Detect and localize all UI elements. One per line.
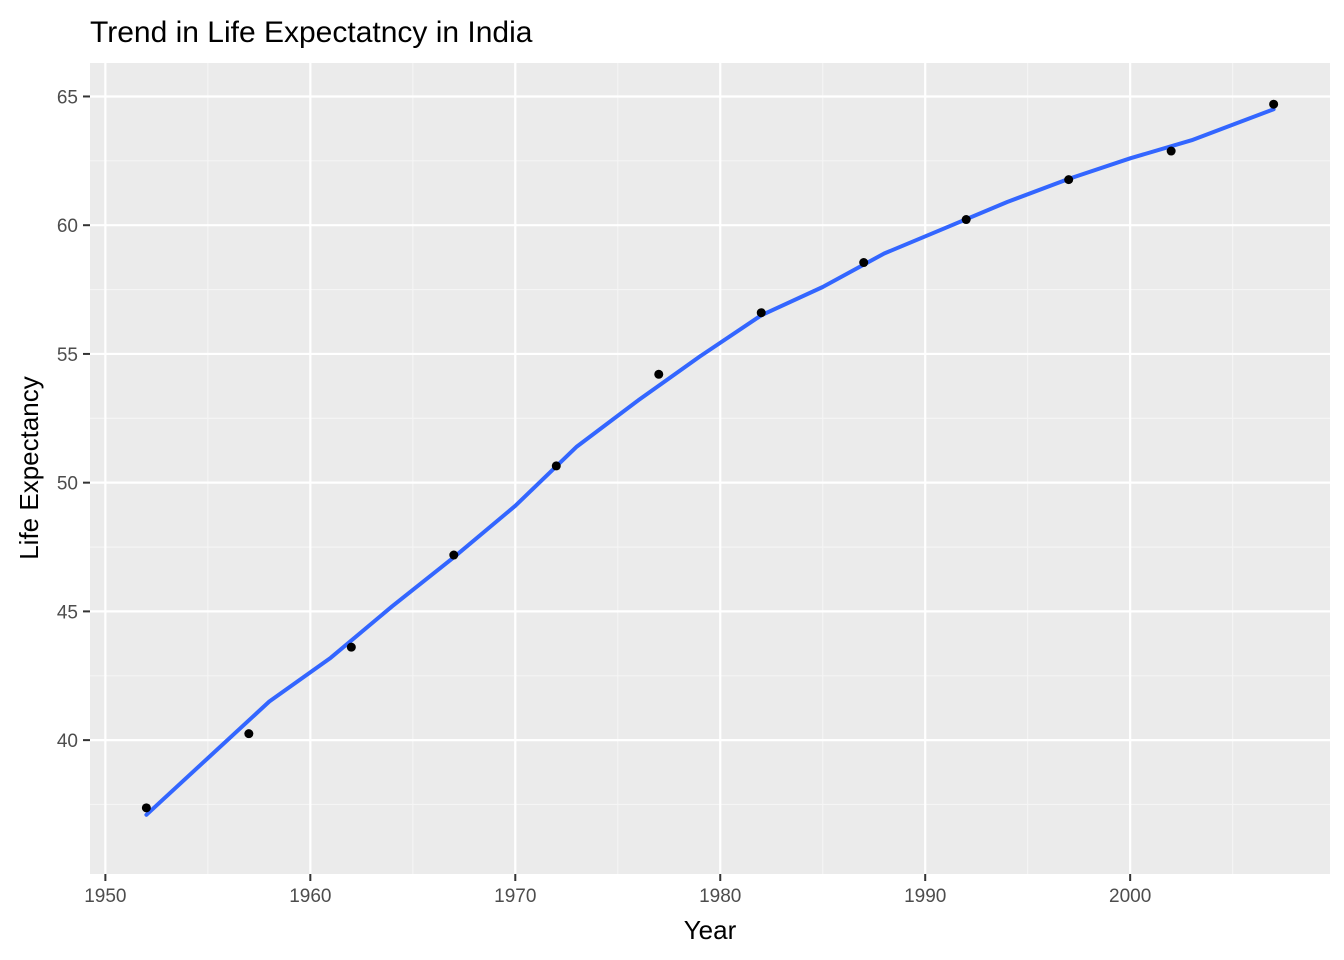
y-tick-label: 40 bbox=[57, 731, 78, 752]
y-tick-label: 55 bbox=[57, 345, 78, 366]
data-points-layer bbox=[141, 99, 1279, 813]
y-tick-label: 50 bbox=[57, 474, 78, 495]
y-tick-label: 65 bbox=[57, 87, 78, 108]
data-point bbox=[654, 369, 664, 379]
data-point bbox=[756, 308, 766, 318]
plot-panel bbox=[90, 63, 1330, 874]
x-axis: 1950 1960 1970 1980 1990 2000 bbox=[84, 874, 1151, 907]
x-axis-title: Year bbox=[684, 915, 737, 945]
data-point bbox=[859, 258, 869, 268]
chart-title: Trend in Life Expectatncy in India bbox=[90, 16, 533, 49]
y-tick-label: 60 bbox=[57, 216, 78, 237]
data-point bbox=[244, 729, 254, 739]
y-tick-label: 45 bbox=[57, 602, 78, 623]
x-tick-label: 1980 bbox=[699, 886, 741, 907]
data-point bbox=[551, 461, 561, 471]
x-tick-label: 1970 bbox=[494, 886, 536, 907]
x-tick-label: 1960 bbox=[289, 886, 331, 907]
y-axis: 40 45 50 55 60 65 bbox=[57, 87, 90, 752]
major-grid bbox=[90, 63, 1330, 874]
data-point bbox=[1064, 175, 1074, 185]
data-point bbox=[346, 642, 356, 652]
minor-grid bbox=[90, 63, 1330, 874]
data-point bbox=[449, 550, 459, 560]
x-tick-label: 1950 bbox=[84, 886, 126, 907]
data-point bbox=[141, 803, 151, 813]
y-axis-title: Life Expectancy bbox=[14, 376, 44, 560]
data-point bbox=[1269, 99, 1279, 109]
data-point bbox=[1166, 146, 1176, 156]
x-tick-label: 2000 bbox=[1109, 886, 1151, 907]
x-tick-label: 1990 bbox=[904, 886, 946, 907]
data-point bbox=[961, 215, 971, 225]
